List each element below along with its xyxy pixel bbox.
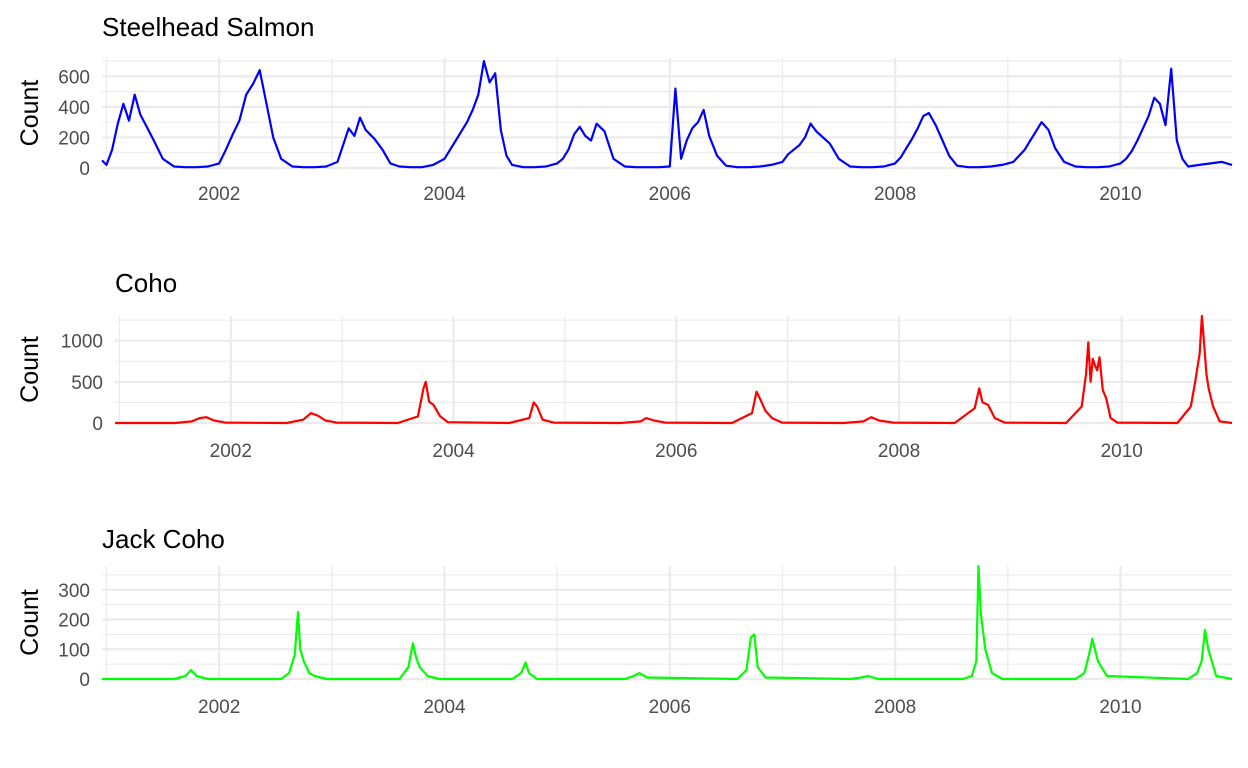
y-tick-label: 0 — [92, 414, 103, 435]
series-line — [115, 314, 1233, 425]
x-tick-label: 2004 — [423, 184, 466, 205]
x-tick-label: 2004 — [432, 441, 475, 462]
chart-panel-2: 0 500 1000 2002 2004 2006 2008 2010 Coho Count — [16, 268, 1233, 462]
x-tick-label: 2008 — [878, 441, 920, 462]
y-tick-label: 0 — [79, 159, 90, 180]
x-tick-label: 2006 — [649, 697, 691, 718]
series-line — [101, 60, 1233, 169]
x-tick-label: 2006 — [655, 441, 697, 462]
y-axis-label: Count — [16, 80, 44, 147]
y-tick-label: 1000 — [61, 332, 103, 353]
y-tick-label: 200 — [58, 611, 90, 632]
x-tick-label: 2008 — [874, 697, 916, 718]
chart-panel-3: 0 100 200 300 2002 2004 2006 2008 2010 Jack Coho C… — [16, 524, 1233, 718]
x-tick-label: 2002 — [198, 697, 240, 718]
y-tick-label: 400 — [58, 98, 90, 119]
y-tick-label: 600 — [58, 67, 90, 88]
chart-title: Coho — [115, 268, 177, 298]
x-tick-label: 2010 — [1099, 184, 1141, 205]
x-tick-label: 2004 — [423, 697, 466, 718]
x-tick-label: 2002 — [198, 184, 240, 205]
y-axis-label: Count — [16, 589, 44, 656]
x-tick-label: 2008 — [874, 184, 916, 205]
y-tick-label: 200 — [58, 128, 90, 149]
x-tick-label: 2006 — [649, 184, 691, 205]
x-tick-label: 2010 — [1101, 441, 1143, 462]
series-line — [102, 564, 1233, 681]
x-tick-label: 2002 — [210, 441, 252, 462]
chart-panel-1: 0 200 400 600 2002 2004 2006 2008 2010 Steelhead … — [16, 12, 1233, 205]
y-tick-label: 100 — [58, 640, 90, 661]
x-tick-label: 2010 — [1099, 697, 1141, 718]
chart-title: Steelhead Salmon — [102, 12, 314, 42]
y-axis-label: Count — [16, 336, 44, 403]
y-tick-label: 300 — [58, 581, 90, 602]
y-tick-label: 500 — [71, 373, 103, 394]
chart-title: Jack Coho — [102, 524, 225, 554]
y-tick-label: 0 — [79, 670, 90, 691]
